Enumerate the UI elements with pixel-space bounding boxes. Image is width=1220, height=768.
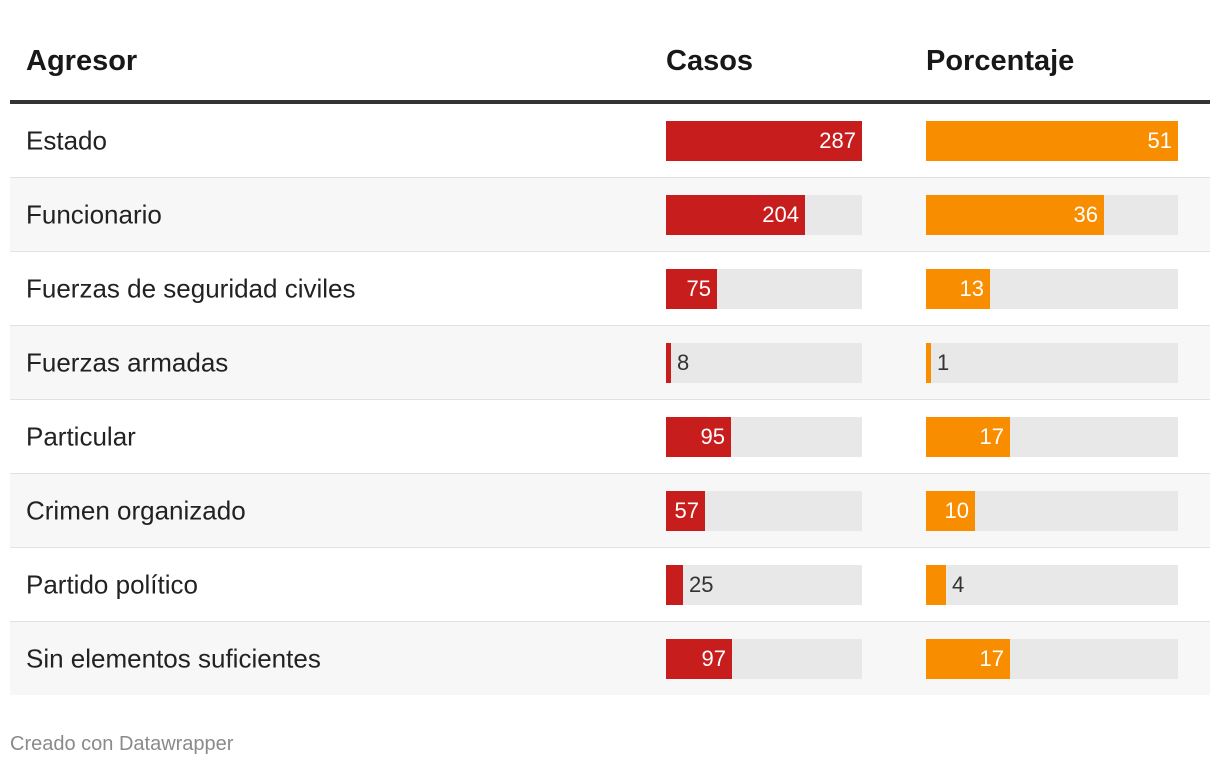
casos-bar-track: 75 bbox=[666, 268, 862, 309]
agresor-label: Crimen organizado bbox=[26, 495, 246, 525]
porcentaje-bar bbox=[926, 564, 946, 605]
agresor-label: Partido político bbox=[26, 569, 198, 599]
casos-bar bbox=[666, 490, 705, 531]
casos-bar bbox=[666, 120, 862, 161]
porcentaje-value: 10 bbox=[944, 497, 969, 523]
porcentaje-bar-track: 1 bbox=[926, 342, 1178, 383]
casos-bar-track: 204 bbox=[666, 194, 862, 235]
porcentaje-value: 17 bbox=[979, 423, 1004, 449]
porcentaje-bar-track: 17 bbox=[926, 416, 1178, 457]
porcentaje-bar bbox=[926, 342, 931, 383]
header-agresor[interactable]: Agresor bbox=[26, 45, 138, 77]
agresor-label: Estado bbox=[26, 125, 107, 155]
agresor-label: Sin elementos suficientes bbox=[26, 643, 321, 673]
porcentaje-bar-track: 13 bbox=[926, 268, 1178, 309]
casos-value: 75 bbox=[686, 275, 711, 301]
casos-bar-track: 97 bbox=[666, 638, 862, 679]
header-porcentaje[interactable]: Porcentaje bbox=[926, 45, 1075, 77]
table-row: Fuerzas armadas 8 1 bbox=[10, 326, 1210, 400]
porcentaje-value: 4 bbox=[952, 571, 965, 597]
agresor-label: Funcionario bbox=[26, 199, 162, 229]
casos-bar bbox=[666, 268, 717, 309]
porcentaje-bar-track: 4 bbox=[926, 564, 1178, 605]
table-body: Estado 287 51 Funcionario 204 36 Fuerzas de se… bbox=[10, 104, 1210, 695]
porcentaje-bar bbox=[926, 120, 1178, 161]
casos-bar-track: 95 bbox=[666, 416, 862, 457]
table-row: Partido político 25 4 bbox=[10, 548, 1210, 622]
table-row: Crimen organizado 57 10 bbox=[10, 474, 1210, 548]
table-row: Funcionario 204 36 bbox=[10, 178, 1210, 252]
porcentaje-value: 13 bbox=[959, 275, 984, 301]
table-row: Estado 287 51 bbox=[10, 104, 1210, 178]
casos-value: 57 bbox=[674, 497, 699, 523]
porcentaje-value: 36 bbox=[1073, 201, 1098, 227]
porcentaje-bar bbox=[926, 268, 990, 309]
porcentaje-value: 1 bbox=[937, 349, 950, 375]
table-row: Fuerzas de seguridad civiles 75 13 bbox=[10, 252, 1210, 326]
agresor-label: Fuerzas de seguridad civiles bbox=[26, 273, 356, 303]
porcentaje-bar-track: 17 bbox=[926, 638, 1178, 679]
porcentaje-bar-track: 51 bbox=[926, 120, 1178, 161]
casos-value: 8 bbox=[677, 349, 690, 375]
casos-value: 97 bbox=[701, 645, 726, 671]
table-row: Particular 95 17 bbox=[10, 400, 1210, 474]
casos-bar-track: 25 bbox=[666, 564, 862, 605]
porcentaje-bar bbox=[926, 638, 1010, 679]
porcentaje-bar-track: 36 bbox=[926, 194, 1178, 235]
casos-bar bbox=[666, 416, 731, 457]
header-casos[interactable]: Casos bbox=[666, 45, 754, 77]
casos-value: 287 bbox=[819, 127, 856, 153]
table-row: Sin elementos suficientes 97 17 bbox=[10, 622, 1210, 695]
porcentaje-value: 51 bbox=[1147, 127, 1172, 153]
porcentaje-bar bbox=[926, 194, 1104, 235]
casos-value: 95 bbox=[700, 423, 725, 449]
data-table: Agresor Casos Porcentaje Estado 287 51 Func… bbox=[10, 30, 1210, 695]
casos-bar bbox=[666, 564, 683, 605]
casos-bar bbox=[666, 194, 805, 235]
agresor-label: Particular bbox=[26, 421, 136, 451]
porcentaje-bar bbox=[926, 490, 975, 531]
casos-value: 204 bbox=[762, 201, 799, 227]
casos-bar-track: 57 bbox=[666, 490, 862, 531]
agresor-label: Fuerzas armadas bbox=[26, 347, 229, 377]
porcentaje-bar-track: 10 bbox=[926, 490, 1178, 531]
casos-bar bbox=[666, 638, 732, 679]
casos-bar bbox=[666, 342, 671, 383]
casos-bar-track: 287 bbox=[666, 120, 862, 161]
table-header: Agresor Casos Porcentaje bbox=[10, 30, 1210, 104]
datawrapper-credit[interactable]: Creado con Datawrapper bbox=[10, 733, 234, 755]
casos-value: 25 bbox=[689, 571, 714, 597]
porcentaje-bar bbox=[926, 416, 1010, 457]
porcentaje-value: 17 bbox=[979, 645, 1004, 671]
casos-bar-track: 8 bbox=[666, 342, 862, 383]
